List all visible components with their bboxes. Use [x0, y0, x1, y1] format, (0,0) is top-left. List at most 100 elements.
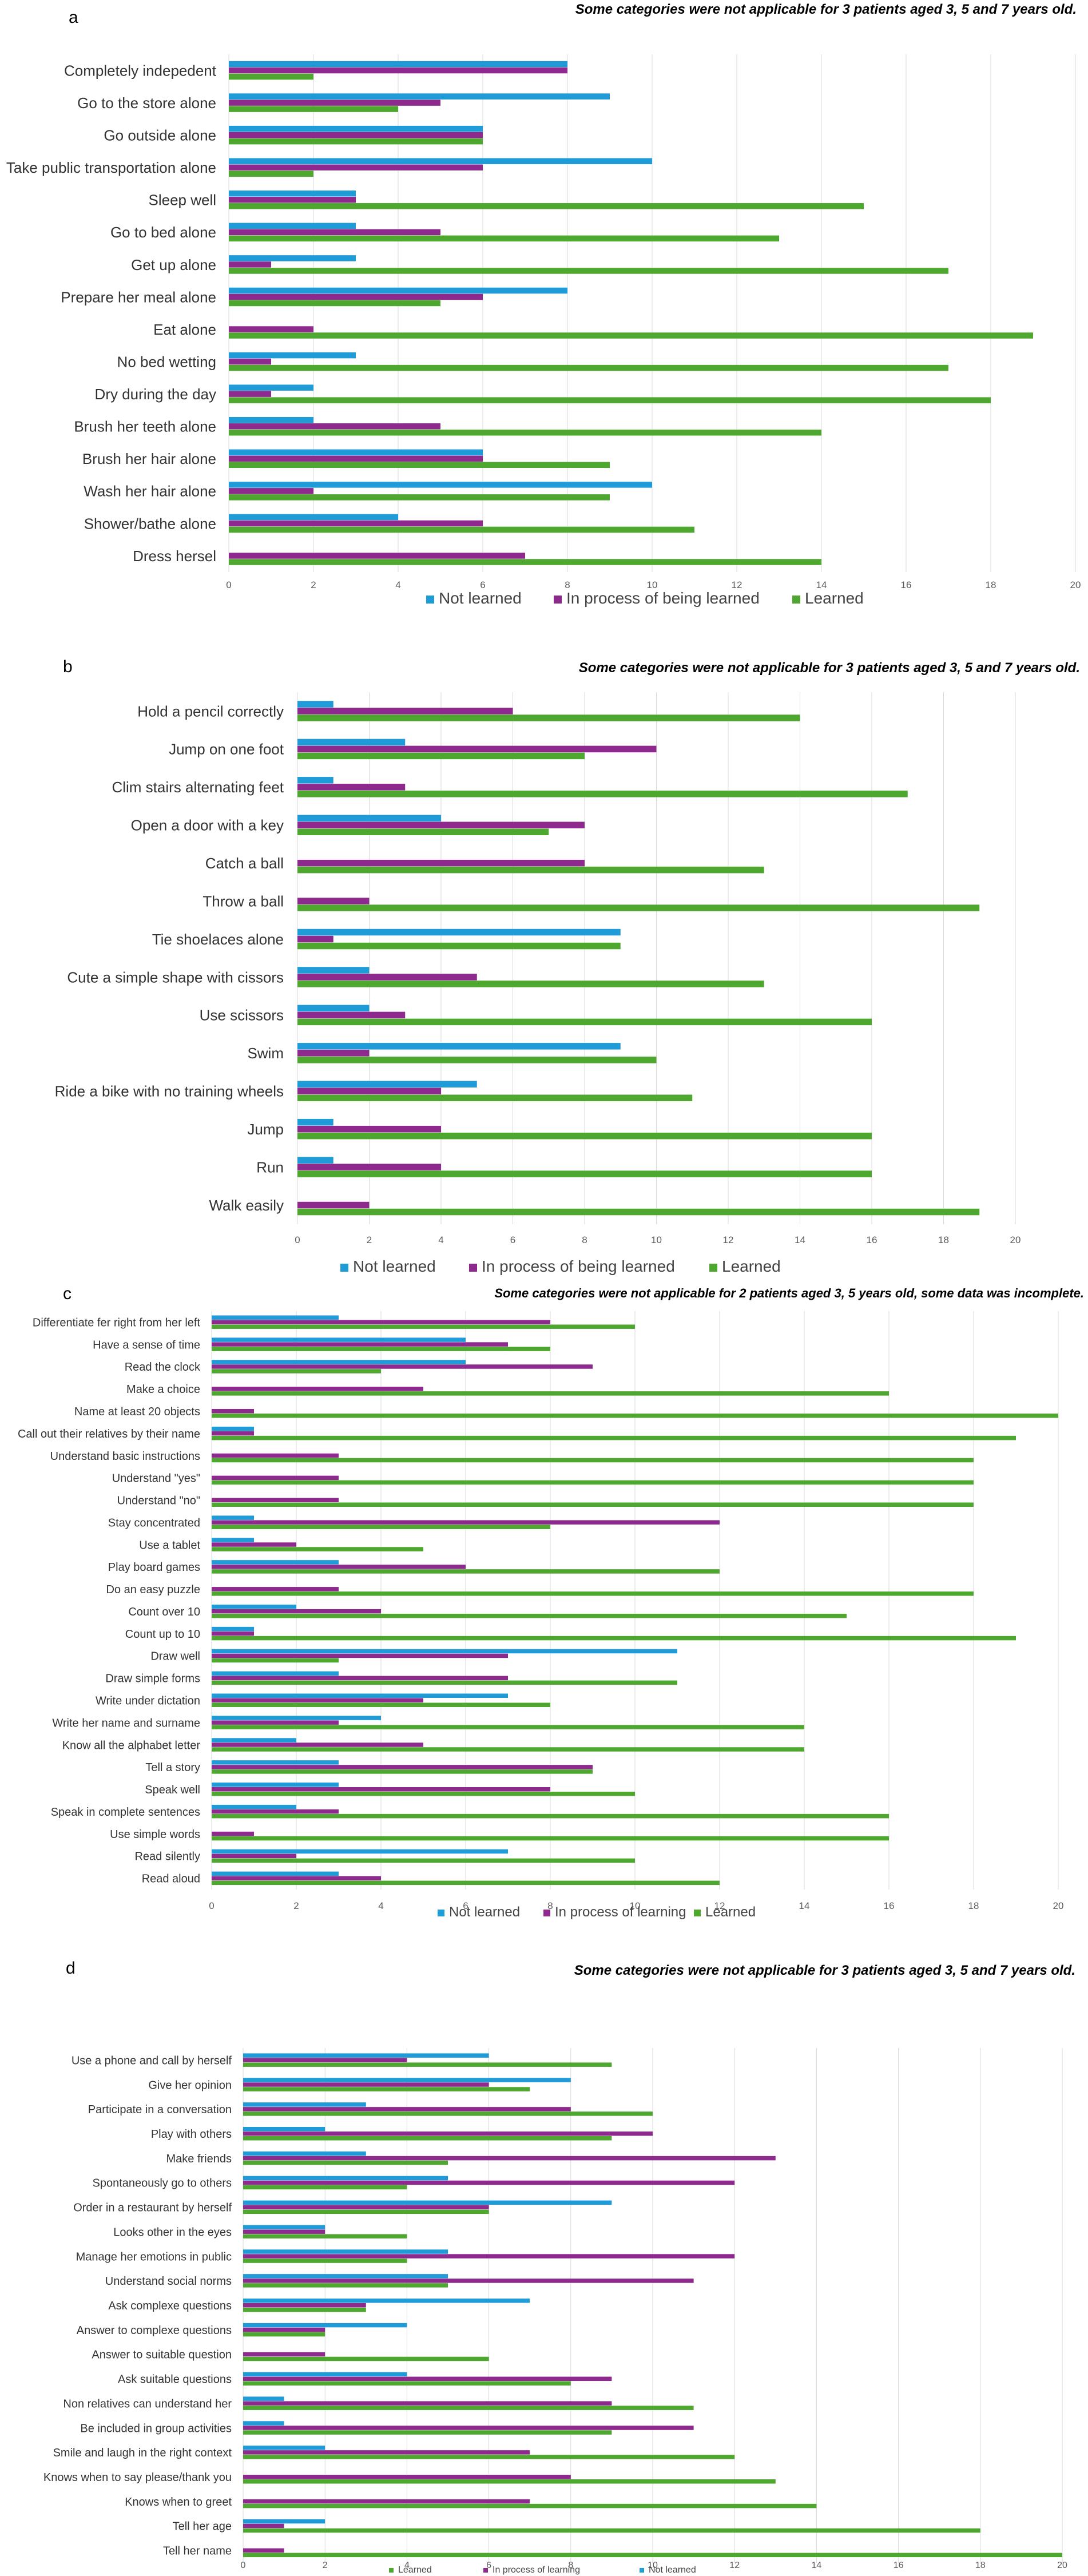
x-tick-label: 0: [226, 579, 231, 590]
bar-learned: [229, 364, 948, 371]
bar-in-process-of-learning: [243, 2229, 325, 2234]
x-tick-label: 12: [723, 1235, 734, 1245]
bar-in-process-of-learning: [243, 2523, 284, 2529]
bar-not-learned: [243, 2421, 284, 2426]
x-tick-label: 10: [647, 579, 658, 590]
category-label: Speak well: [145, 1784, 200, 1796]
bar-learned: [297, 1208, 980, 1216]
category-label: Prepare her meal alone: [61, 288, 216, 305]
bar-not-learned: [212, 1604, 296, 1609]
x-tick-label: 2: [367, 1235, 372, 1245]
bar-in-process-of-learning: [212, 1520, 720, 1525]
x-tick-label: 4: [395, 579, 400, 590]
bar-in-process-of-being-learned: [229, 67, 567, 74]
bar-learned: [243, 2430, 612, 2435]
category-label: Tell her age: [173, 2521, 232, 2533]
category-label: Manage her emotions in public: [76, 2250, 232, 2263]
bar-in-process-of-being-learned: [229, 423, 440, 430]
x-tick-label: 12: [732, 579, 742, 590]
bar-learned: [229, 106, 398, 112]
bar-learned: [212, 1480, 974, 1485]
bar-in-process-of-learning: [212, 1431, 254, 1436]
bar-in-process-of-learning: [243, 2401, 612, 2406]
bar-learned: [243, 2062, 612, 2067]
bar-learned: [212, 1369, 381, 1374]
legend-label: Not learned: [439, 589, 522, 607]
category-label: Understand "yes": [112, 1472, 200, 1485]
bar-learned: [297, 1132, 872, 1140]
category-label: Count up to 10: [125, 1628, 200, 1641]
category-label: Ride a bike with no training wheels: [55, 1083, 284, 1100]
bar-in-process-of-learning: [212, 1453, 339, 1458]
bar-not-learned: [212, 1515, 254, 1520]
legend-swatch: [543, 1910, 550, 1916]
bar-learned: [229, 138, 483, 145]
bar-in-process-of-learning: [243, 2376, 612, 2381]
category-label: Speak in complete sentences: [51, 1806, 200, 1819]
legend-swatch: [426, 596, 434, 604]
bar-in-process-of-learning: [212, 1720, 339, 1725]
category-label: Brush her hair alone: [82, 450, 216, 467]
bar-not-learned: [229, 223, 356, 229]
bar-in-process-of-being-learned: [229, 391, 271, 397]
bar-learned: [229, 526, 694, 533]
bar-in-process-of-learning: [212, 1364, 593, 1369]
bar-learned: [297, 791, 908, 797]
category-label: Use simple words: [110, 1828, 200, 1841]
category-label: Make friends: [166, 2153, 232, 2165]
legend-label: In process of being learned: [566, 589, 760, 607]
bar-learned: [212, 1525, 550, 1529]
legend-swatch: [389, 2568, 394, 2573]
bar-not-learned: [243, 2078, 571, 2082]
bar-in-process-of-learning: [243, 2180, 735, 2185]
bar-learned: [243, 2528, 980, 2533]
bar-in-process-of-being-learned: [229, 553, 525, 559]
x-tick-label: 8: [568, 2561, 573, 2570]
bar-in-process-of-being-learned: [297, 784, 406, 791]
category-label: Use a phone and call by herself: [72, 2054, 232, 2067]
bar-in-process-of-learning: [243, 2254, 735, 2259]
bar-not-learned: [229, 416, 313, 423]
bar-in-process-of-being-learned: [297, 1087, 441, 1094]
bar-not-learned: [212, 1804, 296, 1809]
bar-in-process-of-learning: [243, 2156, 776, 2161]
bar-learned: [212, 1658, 339, 1663]
bar-in-process-of-being-learned: [297, 745, 657, 753]
category-label: Dry during the day: [95, 386, 216, 403]
bar-learned: [212, 1836, 889, 1841]
bar-learned: [243, 2209, 489, 2214]
bar-in-process-of-being-learned: [229, 164, 483, 170]
category-label: Knows when to say please/thank you: [43, 2471, 232, 2484]
bar-in-process-of-learning: [243, 2205, 489, 2210]
category-label: Dress hersel: [133, 547, 216, 565]
x-tick-label: 18: [986, 579, 996, 590]
bar-learned: [297, 1170, 872, 1177]
bar-in-process-of-being-learned: [229, 455, 483, 462]
bar-in-process-of-learning: [212, 1408, 254, 1414]
bar-in-process-of-being-learned: [297, 898, 370, 904]
category-label: Jump on one foot: [169, 741, 284, 758]
category-label: Be included in group activities: [80, 2422, 232, 2435]
bar-not-learned: [212, 1560, 339, 1565]
category-label: Use scissors: [200, 1007, 284, 1024]
bar-in-process-of-learning: [212, 1831, 254, 1836]
bar-in-process-of-being-learned: [297, 1201, 370, 1209]
bar-learned: [229, 73, 313, 80]
bar-learned: [243, 2503, 817, 2508]
bar-learned: [297, 981, 764, 987]
x-tick-label: 4: [404, 2561, 410, 2570]
category-label: No bed wetting: [117, 353, 216, 370]
bar-learned: [212, 1458, 974, 1463]
bar-learned: [243, 2259, 407, 2263]
bar-not-learned: [243, 2274, 448, 2279]
x-tick-label: 14: [795, 1235, 805, 1245]
panel-letter: d: [66, 1959, 76, 1978]
bar-not-learned: [212, 1738, 296, 1743]
bar-learned: [297, 828, 549, 835]
legend-label: Not learned: [449, 1904, 520, 1920]
bar-learned: [243, 2111, 653, 2116]
category-label: Understand "no": [117, 1495, 200, 1507]
category-label: Tell a story: [145, 1761, 200, 1774]
x-tick-label: 12: [729, 2561, 740, 2570]
